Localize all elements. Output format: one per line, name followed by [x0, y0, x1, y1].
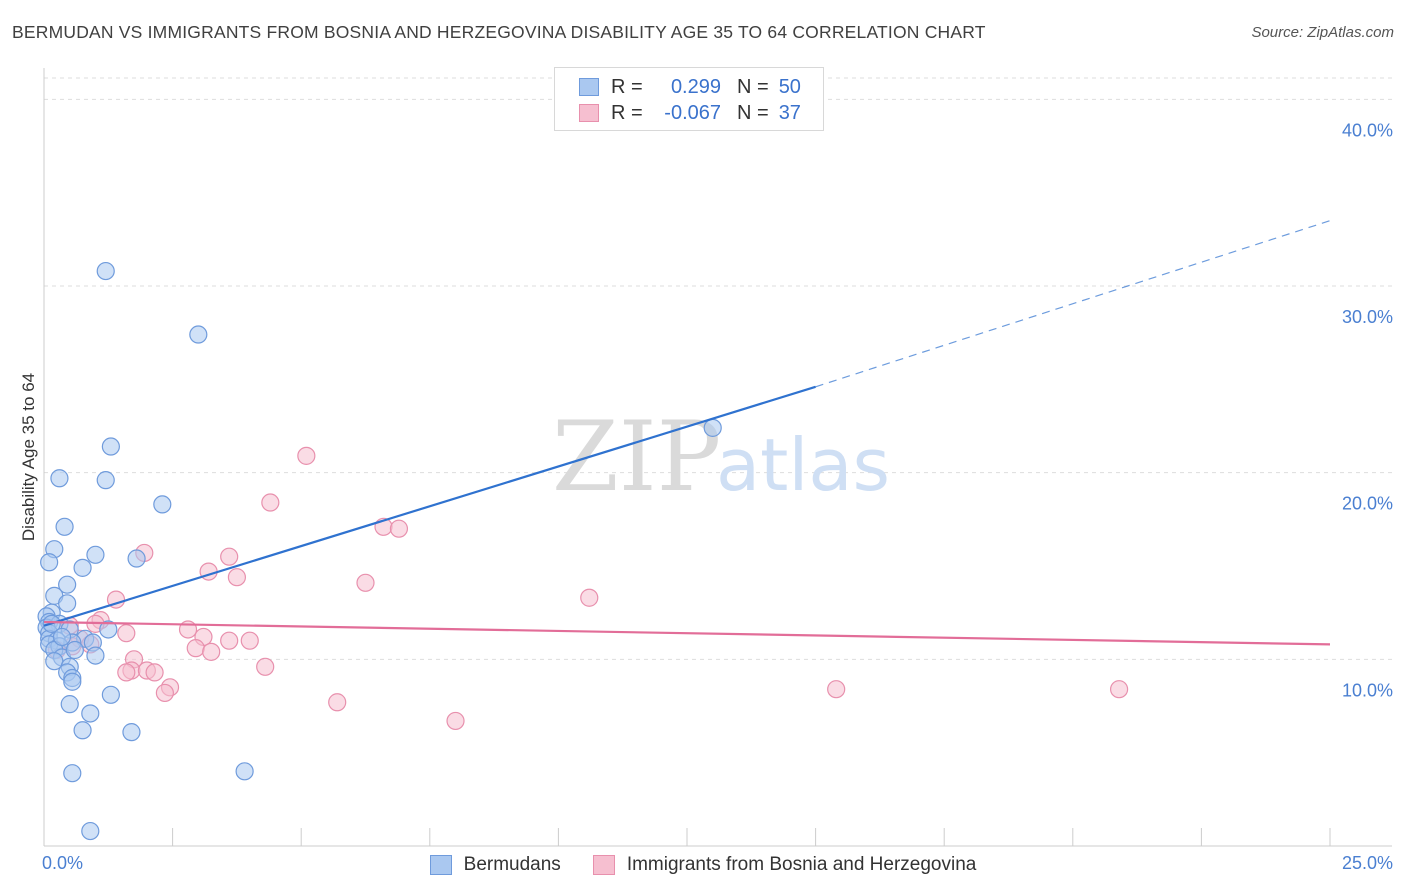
bermudans-point	[81, 821, 100, 841]
legend-n-label: N =	[737, 101, 769, 124]
bermudans-point	[235, 762, 254, 781]
trend-lines	[43, 220, 1331, 646]
watermark-zip: ZIP	[552, 401, 721, 513]
bermudans-point	[703, 418, 722, 437]
legend-label: Bermudans	[463, 854, 561, 875]
immigrants-point	[256, 657, 275, 676]
bermudans-point	[58, 575, 77, 594]
bermudans-point	[189, 325, 208, 344]
bermudans-point	[99, 620, 118, 639]
immigrants-point	[827, 680, 846, 699]
y-tick-label: 10.0%	[1342, 680, 1393, 700]
legend-row-bermudans: R = 0.299 N = 50	[579, 75, 801, 99]
immigrants-point	[186, 639, 205, 658]
source-label: Source: ZipAtlas.com	[1251, 24, 1394, 41]
legend-row-immigrants: R = -0.067 N = 37	[579, 101, 801, 125]
bermudans-point	[58, 594, 77, 613]
immigrants-point	[155, 683, 174, 703]
legend-n-value: 37	[778, 101, 801, 124]
bermudans-point	[55, 517, 74, 536]
legend-item-immigrants: Immigrants from Bosnia and Herzegovina	[592, 854, 977, 876]
bermudans-point	[52, 627, 72, 647]
immigrants-point	[1109, 680, 1129, 699]
y-tick-label: 20.0%	[1342, 494, 1393, 514]
immigrants-point	[220, 631, 239, 650]
immigrants-point	[145, 663, 164, 682]
immigrants-point	[117, 663, 136, 682]
legend-n-value: 50	[778, 75, 801, 98]
immigrants-point	[580, 588, 599, 607]
series-bermudans-points	[37, 261, 722, 841]
legend-r-label: R =	[611, 101, 643, 124]
bermudans-point	[63, 764, 82, 783]
legend-r-value: 0.299	[670, 75, 721, 98]
legend-swatch-pink	[579, 104, 599, 122]
bermudans-point	[65, 640, 84, 660]
correlation-legend: R = 0.299 N = 50 R = -0.067 N = 37	[554, 67, 824, 131]
series-legend: Bermudans Immigrants from Bosnia and Her…	[0, 852, 1406, 878]
legend-swatch-blue	[429, 855, 452, 875]
y-tick-label: 40.0%	[1342, 120, 1393, 140]
immigrants-point	[240, 631, 259, 650]
watermark: ZIP atlas	[552, 401, 890, 513]
bermudans-point	[81, 704, 100, 723]
legend-n-label: N =	[737, 75, 769, 98]
immigrants-point	[220, 547, 239, 566]
bermudans-point	[63, 672, 82, 691]
bermudans-point	[40, 553, 59, 572]
immigrants-point	[328, 693, 347, 712]
bermudans-trend-extension	[815, 220, 1331, 388]
bermudans-point	[73, 558, 92, 577]
y-tick-label: 30.0%	[1342, 307, 1393, 327]
bermudans-point	[50, 469, 69, 488]
immigrants-point	[356, 573, 375, 592]
y-axis-label: Disability Age 35 to 64	[19, 373, 38, 541]
immigrants-point	[227, 568, 246, 587]
legend-r-value: -0.067	[664, 101, 721, 124]
immigrants-point	[261, 493, 280, 512]
bermudans-point	[96, 261, 115, 281]
bermudans-trend-line	[43, 385, 816, 627]
bermudans-point	[101, 685, 120, 704]
bermudans-point	[153, 495, 172, 514]
bermudans-point	[86, 646, 105, 665]
legend-label: Immigrants from Bosnia and Herzegovina	[626, 854, 977, 875]
chart-title: BERMUDAN VS IMMIGRANTS FROM BOSNIA AND H…	[12, 22, 986, 42]
bermudans-point	[73, 721, 92, 740]
axes	[43, 68, 1392, 847]
legend-swatch-blue	[579, 78, 599, 96]
immigrants-trend-line	[43, 620, 1331, 646]
immigrants-point	[446, 711, 465, 731]
legend-swatch-pink	[592, 855, 615, 875]
immigrants-point	[202, 642, 221, 661]
immigrants-point	[117, 624, 136, 643]
grid	[44, 77, 1392, 660]
bermudans-point	[122, 723, 141, 742]
legend-r-label: R =	[611, 75, 643, 98]
watermark-atlas: atlas	[716, 423, 890, 507]
x-tick-label: 25.0%	[1342, 853, 1393, 873]
bermudans-point	[60, 695, 79, 714]
tick-labels: 10.0% 20.0% 30.0% 40.0% 0.0% 25.0%	[42, 120, 1393, 873]
bermudans-point	[96, 471, 115, 490]
bermudans-point	[101, 437, 120, 456]
immigrants-point	[389, 519, 409, 538]
x-tick-label: 0.0%	[42, 853, 83, 873]
bermudans-point	[127, 549, 146, 568]
legend-item-bermudans: Bermudans	[429, 854, 561, 876]
immigrants-point	[297, 446, 316, 465]
bermudans-point	[86, 545, 105, 564]
